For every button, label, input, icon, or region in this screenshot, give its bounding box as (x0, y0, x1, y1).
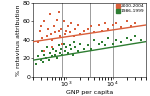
Point (58, 11, 60, 13)
Point (65, 46, 67, 48)
Point (120, 41, 122, 42)
Point (41, 50, 43, 52)
Point (57, 30, 60, 31)
Point (126, 21, 128, 22)
Point (40, 25, 42, 27)
Point (62, 43, 65, 44)
Point (130, 39, 133, 41)
Point (55, 50, 57, 52)
Point (93, 39, 95, 41)
Point (42, 61, 44, 63)
Point (104, 22, 107, 24)
Point (64, 34, 66, 35)
Point (60, 28, 62, 29)
Point (67, 52, 69, 54)
Point (54, 54, 56, 55)
Point (36, 41, 39, 42)
Point (93, 32, 95, 33)
Point (64, 50, 66, 52)
Y-axis label: % rotavirus attribution: % rotavirus attribution (16, 4, 21, 76)
Point (130, 25, 133, 27)
Point (83, 48, 86, 50)
Point (115, 22, 118, 24)
Point (60, 48, 62, 50)
Point (50, 56, 53, 57)
Point (71, 54, 74, 55)
Point (76, 50, 79, 52)
Point (111, 24, 114, 26)
Point (83, 30, 86, 31)
Point (39, 59, 42, 61)
Point (65, 30, 67, 31)
Point (134, 22, 136, 24)
Point (107, 28, 109, 29)
Point (43, 54, 46, 55)
Point (52, 48, 54, 50)
Point (67, 25, 69, 27)
Point (46, 46, 48, 48)
Point (120, 26, 122, 28)
Point (87, 45, 89, 46)
Point (90, 25, 93, 27)
Point (74, 46, 76, 48)
Point (140, 39, 142, 41)
Point (51, 46, 54, 48)
Point (73, 41, 75, 42)
Point (90, 48, 93, 50)
Point (111, 43, 114, 44)
Point (97, 24, 100, 26)
Point (54, 32, 57, 33)
Point (79, 43, 81, 44)
Point (134, 35, 136, 37)
Point (107, 37, 109, 39)
Point (62, 21, 65, 22)
Point (46, 35, 48, 37)
Point (49, 52, 51, 54)
Point (104, 45, 107, 46)
Legend: 2000-2004, 1986-1999: 2000-2004, 1986-1999 (116, 4, 145, 14)
Point (101, 30, 104, 31)
X-axis label: GNP per capita: GNP per capita (66, 90, 113, 95)
Point (126, 37, 128, 39)
Point (70, 22, 72, 24)
Point (68, 32, 71, 33)
Point (52, 25, 55, 27)
Point (76, 24, 79, 26)
Point (74, 28, 76, 29)
Point (115, 39, 118, 41)
Point (101, 41, 104, 42)
Point (70, 48, 72, 50)
Point (37, 56, 40, 57)
Point (56, 19, 58, 20)
Point (79, 34, 81, 35)
Point (39, 30, 41, 31)
Point (47, 59, 50, 61)
Point (87, 28, 89, 29)
Point (41, 37, 43, 39)
Point (73, 35, 75, 37)
Point (56, 58, 58, 59)
Point (48, 13, 51, 15)
Point (97, 43, 100, 44)
Point (45, 58, 47, 59)
Point (59, 35, 61, 37)
Point (68, 45, 71, 46)
Point (35, 63, 37, 65)
Point (50, 34, 52, 35)
Point (43, 50, 46, 52)
Point (59, 52, 61, 54)
Point (61, 43, 64, 44)
Point (50, 39, 53, 41)
Point (57, 45, 60, 46)
Point (47, 28, 49, 29)
Point (61, 54, 64, 55)
Point (43, 21, 45, 22)
